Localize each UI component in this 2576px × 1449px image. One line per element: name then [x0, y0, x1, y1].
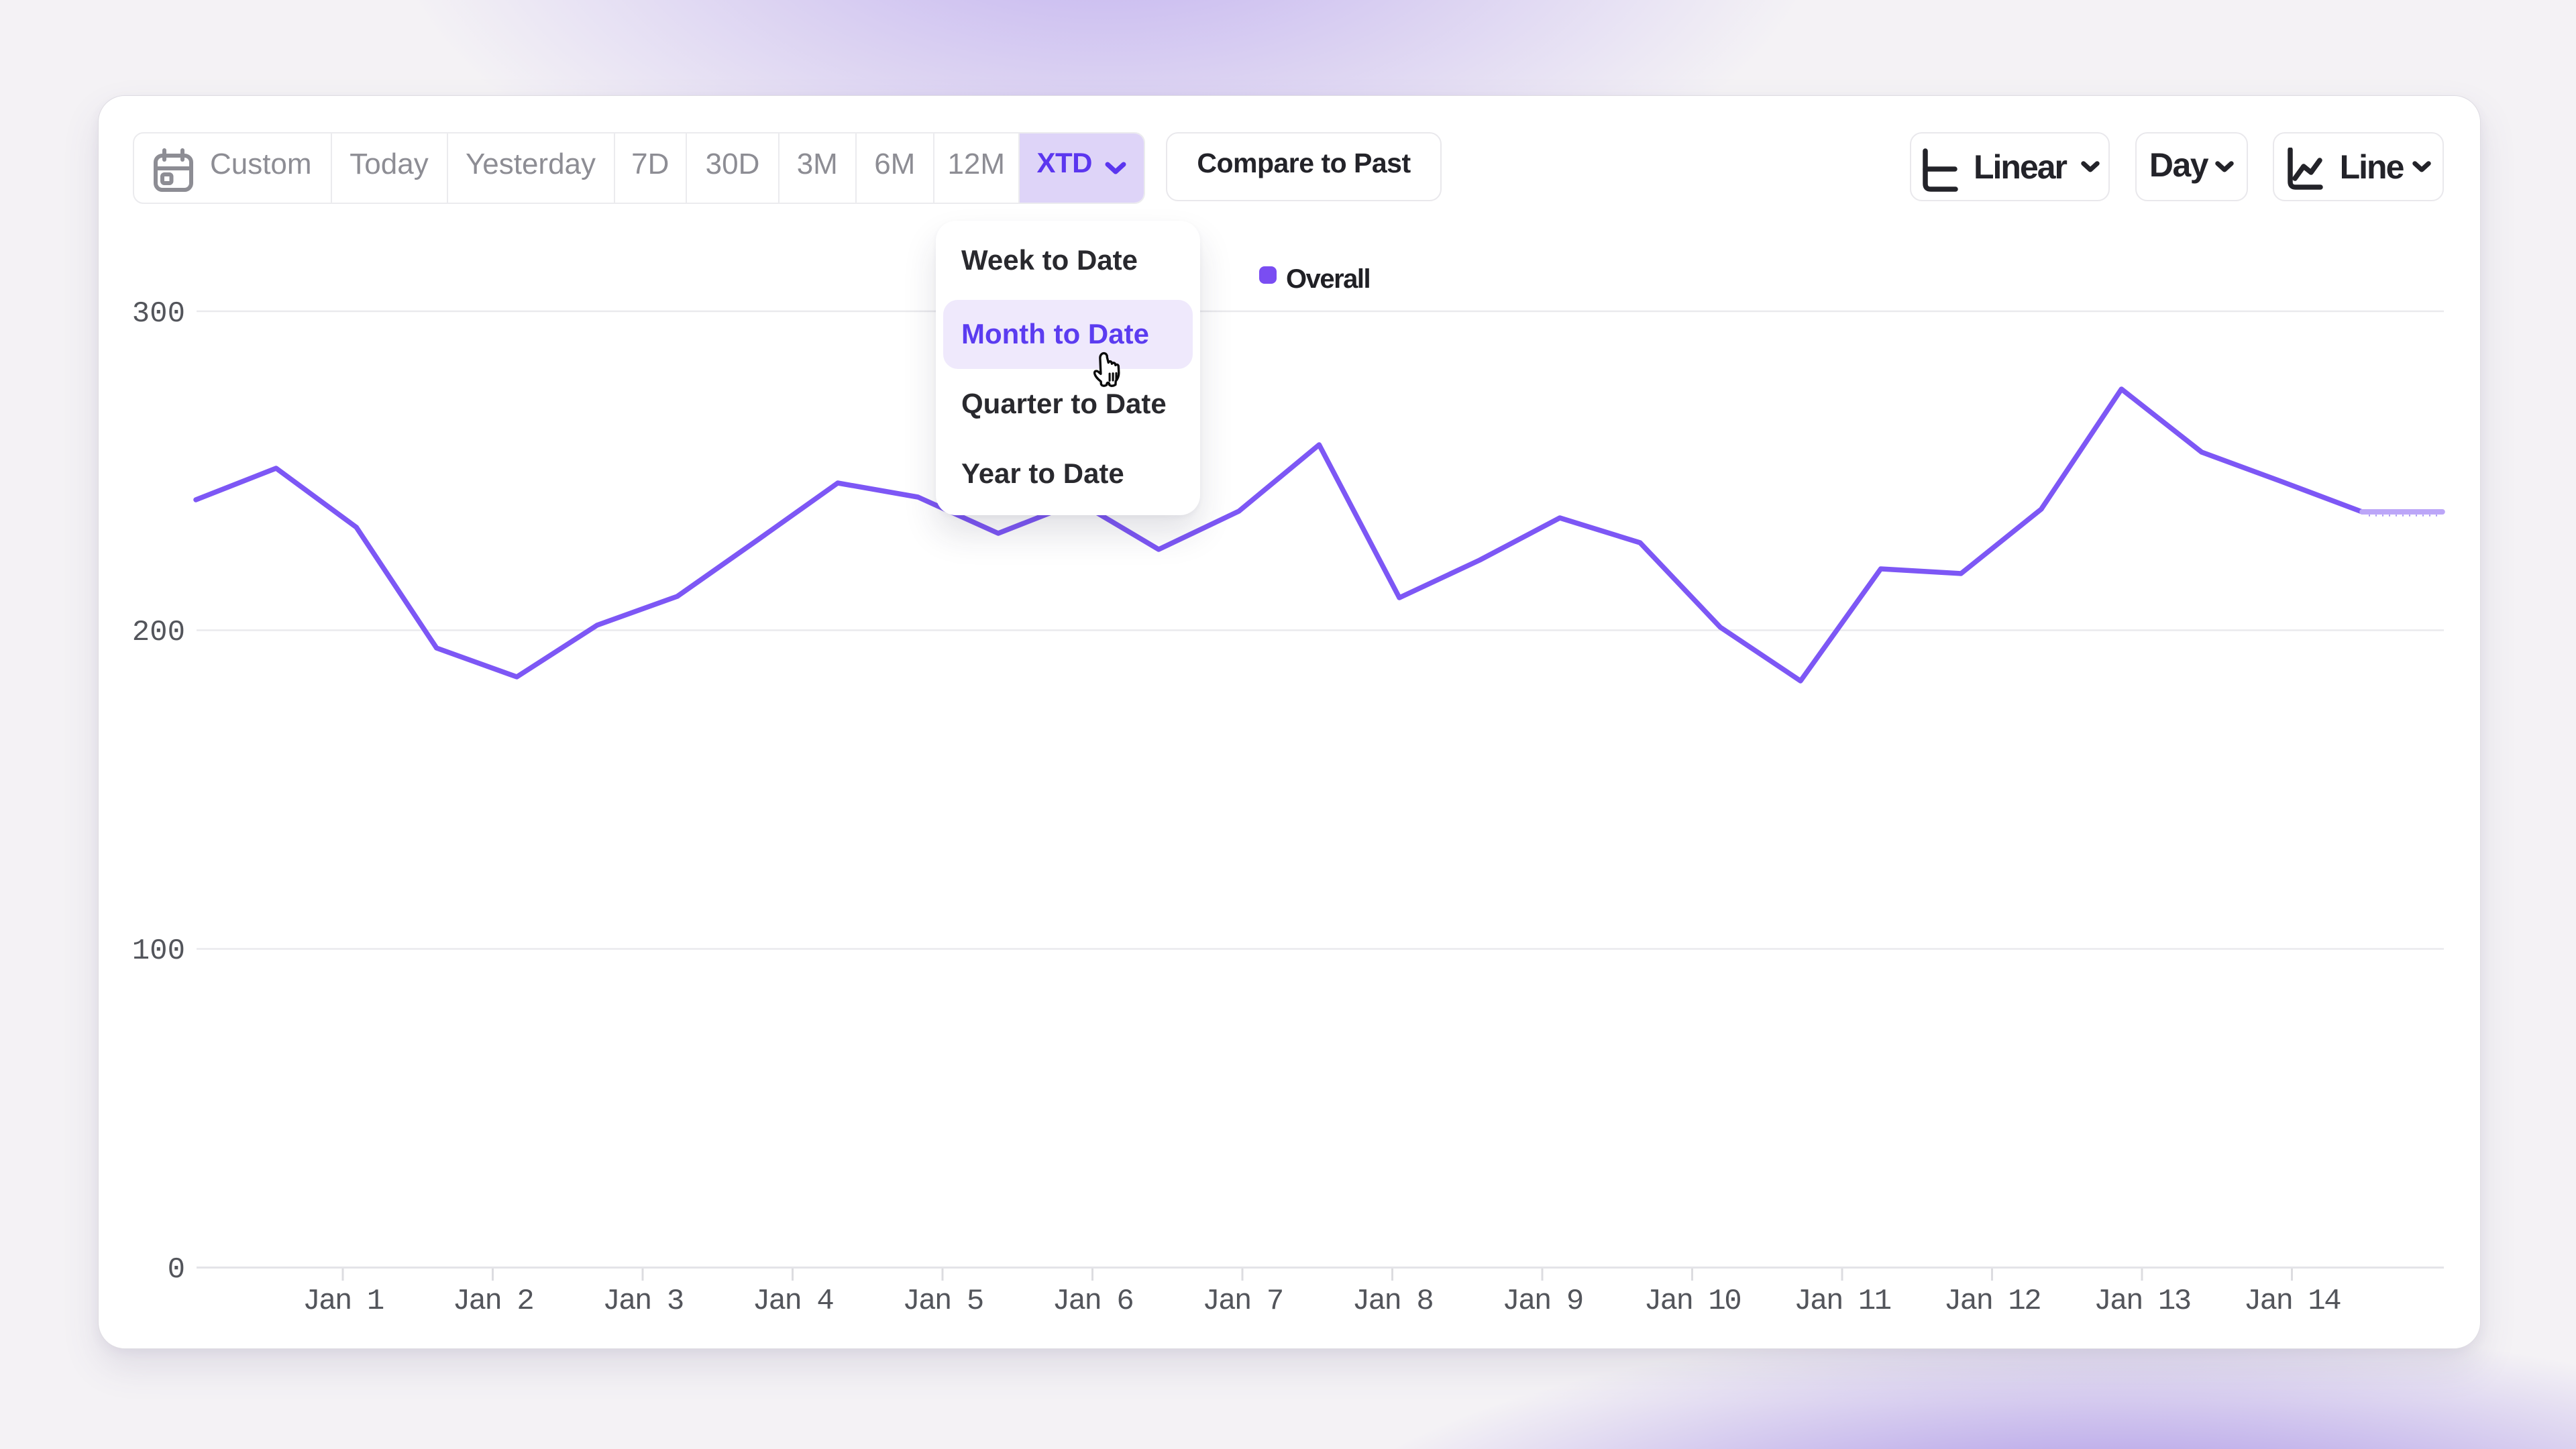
svg-text:200: 200 — [132, 616, 185, 649]
svg-text:Jan 6: Jan 6 — [1053, 1285, 1133, 1318]
svg-text:Jan 12: Jan 12 — [1944, 1285, 2041, 1318]
svg-text:0: 0 — [168, 1253, 185, 1287]
svg-text:Jan 8: Jan 8 — [1352, 1285, 1433, 1318]
svg-text:Jan 14: Jan 14 — [2244, 1285, 2341, 1318]
svg-text:Jan 9: Jan 9 — [1502, 1285, 1582, 1318]
svg-text:Jan 2: Jan 2 — [453, 1285, 533, 1318]
svg-text:Jan 11: Jan 11 — [1794, 1285, 1891, 1318]
svg-text:Jan 3: Jan 3 — [602, 1285, 683, 1318]
svg-text:Jan 13: Jan 13 — [2094, 1285, 2190, 1318]
svg-text:Jan 5: Jan 5 — [902, 1285, 983, 1318]
svg-text:Jan 7: Jan 7 — [1202, 1285, 1283, 1318]
svg-text:Jan 10: Jan 10 — [1644, 1285, 1741, 1318]
svg-text:100: 100 — [132, 934, 185, 968]
svg-text:Jan 1: Jan 1 — [303, 1285, 384, 1318]
svg-text:Jan 4: Jan 4 — [753, 1285, 834, 1318]
svg-text:300: 300 — [132, 297, 185, 331]
